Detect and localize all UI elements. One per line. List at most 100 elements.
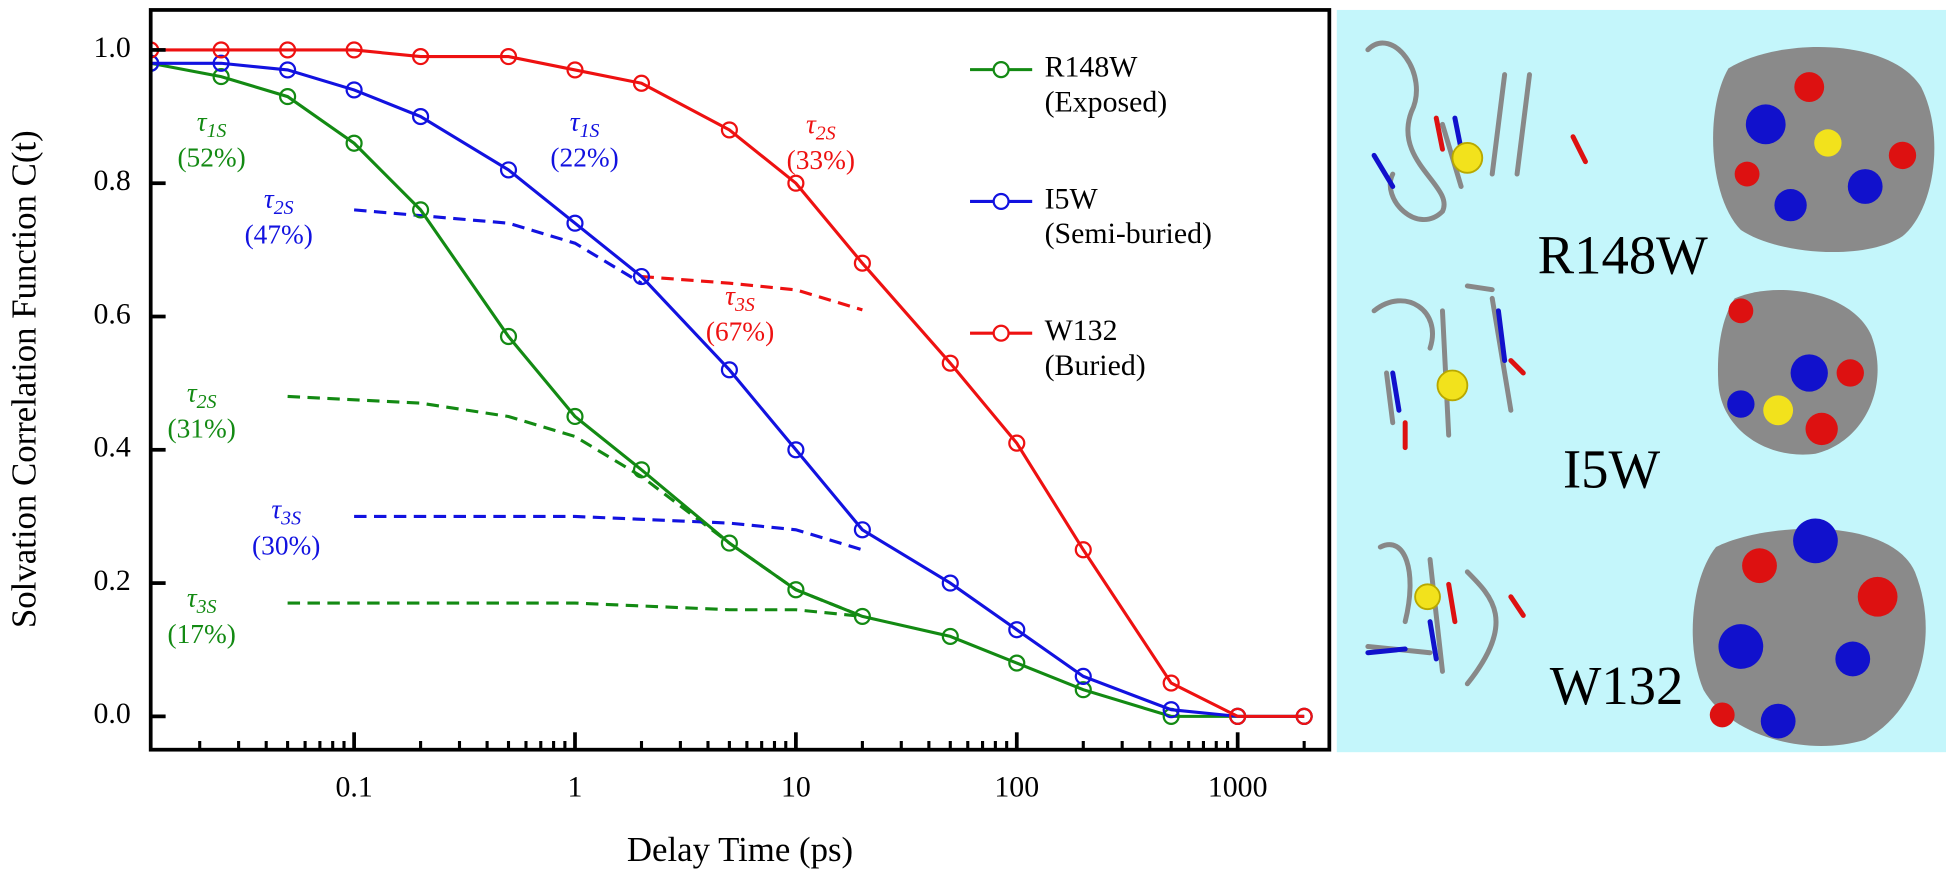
annotation-tau: τ <box>264 184 275 214</box>
annotation-text: (47%) <box>245 220 313 250</box>
structure-label: R148W <box>1538 225 1709 286</box>
data-point <box>787 441 805 459</box>
data-point <box>212 68 230 86</box>
annotation-text: (30%) <box>252 531 320 561</box>
structure-panel: R148W I5W W132 <box>1336 9 1947 753</box>
data-point <box>1074 541 1092 559</box>
y-tick-label: 0.6 <box>94 297 131 330</box>
structure-label: W132 <box>1550 655 1684 716</box>
data-point <box>853 607 871 625</box>
component-line <box>354 514 863 552</box>
annotation-symbol: τ3S <box>187 583 217 618</box>
annotation-text: (33%) <box>787 145 855 175</box>
component-line <box>287 601 863 618</box>
data-point <box>412 107 430 126</box>
data-point <box>632 461 651 479</box>
data-point <box>1295 707 1313 725</box>
data-point <box>212 41 230 59</box>
data-point <box>345 41 363 59</box>
legend-description: (Exposed) <box>1045 85 1168 118</box>
fit-line <box>150 48 1305 718</box>
data-point <box>345 134 363 152</box>
x-tick-label: 0.1 <box>335 770 372 803</box>
annotation-tau: τ <box>271 495 282 525</box>
y-tick-label: 0.0 <box>94 697 131 730</box>
legend-label: W132 <box>1045 314 1118 347</box>
data-point <box>720 534 738 552</box>
data-point <box>720 361 738 379</box>
data-point <box>787 581 805 599</box>
data-point <box>412 201 430 219</box>
legend-label: I5W <box>1045 182 1099 215</box>
annotation-tau: τ <box>187 378 198 408</box>
x-tick-label: 1000 <box>1208 770 1268 803</box>
annotation-tau: τ <box>197 107 208 137</box>
data-point <box>787 174 805 192</box>
data-point <box>941 627 959 645</box>
y-tick-label: 0.4 <box>94 431 131 464</box>
data-point <box>279 88 297 106</box>
annotation-text: (22%) <box>550 143 618 173</box>
fit-line <box>150 61 1305 718</box>
annotation-tau: τ <box>570 107 581 137</box>
data-point <box>279 61 297 79</box>
data-point <box>150 54 160 72</box>
data-point <box>941 574 959 592</box>
annotation-symbol: τ1S <box>197 107 227 142</box>
y-tick-label: 0.8 <box>94 164 131 197</box>
component-line <box>353 208 643 285</box>
y-tick-label: 1.0 <box>94 31 131 64</box>
y-axis-label: Solvation Correlation Function C(t) <box>5 130 44 628</box>
legend-label: R148W <box>1045 50 1139 83</box>
data-point <box>499 327 518 346</box>
annotation-tau: τ <box>187 583 198 613</box>
x-axis-label: Delay Time (ps) <box>627 830 853 869</box>
annotation-text: (52%) <box>177 143 245 173</box>
data-point <box>1162 674 1180 692</box>
y-tick-label: 0.2 <box>94 564 131 597</box>
data-point <box>1074 667 1092 685</box>
annotation-subscript: 3S <box>734 293 755 315</box>
legend-marker <box>992 324 1010 342</box>
annotation-subscript: 3S <box>196 596 217 618</box>
annotation-subscript: 1S <box>207 119 227 141</box>
data-point <box>345 81 363 99</box>
x-tick-label: 10 <box>781 770 811 803</box>
legend-description: (Buried) <box>1045 349 1146 382</box>
x-tick-label: 100 <box>994 770 1039 803</box>
annotation-subscript: 2S <box>274 196 294 218</box>
annotation-subscript: 1S <box>580 119 600 141</box>
legend-marker <box>992 192 1010 210</box>
data-point <box>1162 701 1180 719</box>
annotation-subscript: 2S <box>197 390 217 412</box>
data-point <box>566 61 584 79</box>
structure-label: I5W <box>1563 438 1661 499</box>
data-point <box>279 41 297 59</box>
data-point <box>1074 681 1092 699</box>
data-point <box>720 121 738 139</box>
fit-line <box>150 61 1305 718</box>
data-point <box>212 54 230 72</box>
annotation-subscript: 3S <box>280 507 301 529</box>
annotation-symbol: τ1S <box>570 107 600 142</box>
surfaces <box>1692 46 1935 747</box>
annotation-symbol: τ3S <box>271 495 301 530</box>
component-line <box>641 274 863 312</box>
annotation-tau: τ <box>806 109 817 139</box>
annotation-symbol: τ2S <box>187 378 217 413</box>
data-point <box>499 48 518 66</box>
data-point <box>632 74 651 92</box>
legend-description: (Semi-buried) <box>1045 217 1212 250</box>
data-point <box>853 254 871 272</box>
data-point <box>412 48 430 66</box>
annotation-symbol: τ2S <box>806 109 836 144</box>
ribbons <box>1365 40 1588 687</box>
data-point <box>941 354 959 372</box>
data-point <box>566 214 584 232</box>
data-point <box>1008 654 1026 672</box>
data-point <box>853 521 871 539</box>
plot-area <box>150 41 1313 725</box>
annotation-text: (67%) <box>706 317 774 347</box>
annotation-tau: τ <box>725 281 736 311</box>
